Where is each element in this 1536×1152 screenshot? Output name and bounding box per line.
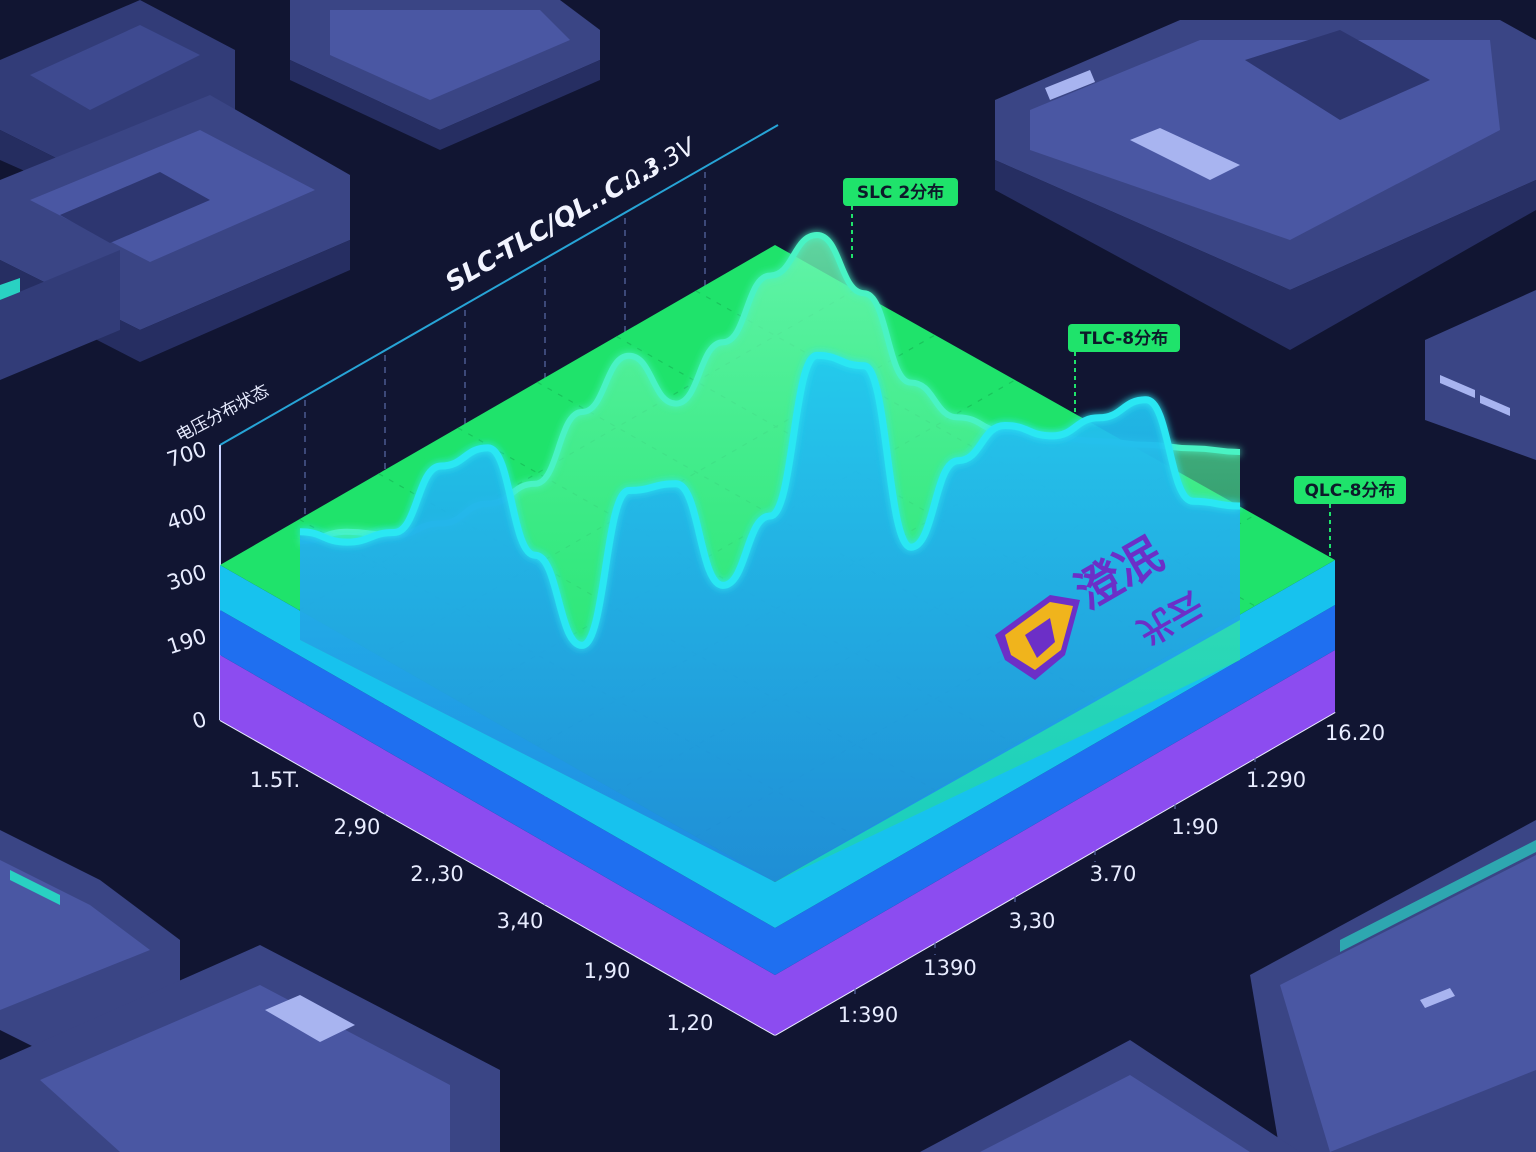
y-tick-label: 190	[164, 624, 210, 659]
x-tick-label: 1390	[923, 956, 976, 980]
series-area-group	[299, 231, 1241, 882]
x-tick-labels-left: 1.5T. 2,90 2.,30 3,40 1,90 1,20	[250, 768, 714, 1035]
annotation-box	[843, 178, 958, 206]
x-tick-label: 3,40	[497, 909, 544, 933]
annotation-box	[1068, 324, 1180, 352]
annotation-box	[1294, 476, 1406, 504]
x-tick-label: 16.20	[1325, 721, 1385, 745]
x-tick-label: 3.70	[1090, 862, 1137, 886]
series-line-tlc	[299, 351, 1241, 649]
x-tick-label: 3,30	[1009, 909, 1056, 933]
annotation-text: QLC-8分布	[1304, 480, 1395, 501]
title-guide-line	[219, 124, 779, 446]
device-left	[0, 95, 350, 380]
y-tick-label: 400	[164, 500, 210, 535]
device-right	[1425, 290, 1536, 460]
device-top-right	[995, 20, 1536, 350]
device-top-center	[290, 0, 600, 150]
x-tick-label: 1.5T.	[250, 768, 300, 792]
y-axis-title: 电压分布状态	[173, 381, 272, 447]
annotation-text: SLC 2分布	[857, 182, 944, 203]
device-bottom-left	[0, 830, 500, 1152]
y-tick-label: 300	[164, 560, 210, 595]
x-tick-label: 1.290	[1246, 768, 1306, 792]
device-bottom-right	[1250, 820, 1536, 1152]
x-tick-label: 1,20	[667, 1011, 714, 1035]
x-tick-label: 1:390	[838, 1003, 899, 1027]
y-tick-label: 0	[189, 707, 209, 734]
annotation-label: SLC 2分布	[843, 178, 958, 260]
series-annotations: SLC 2分布 TLC-8分布 QLC-8分布	[843, 178, 1406, 560]
x-tick-label: 2.,30	[410, 862, 463, 886]
x-tick-label: 1,90	[584, 959, 631, 983]
device-bottom-center	[920, 1040, 1300, 1152]
y-tick-label: 700	[164, 437, 210, 472]
chart-subtitle: 0.3.3V	[619, 131, 701, 195]
annotation-text: TLC-8分布	[1080, 328, 1168, 349]
x-tick-label: 1:90	[1171, 815, 1218, 839]
series-area-tlc	[300, 355, 1240, 882]
layer-violet	[220, 650, 1335, 1035]
annotation-label: QLC-8分布	[1294, 476, 1406, 560]
x-tick-labels-right: 16.20 1.290 1:90 3.70 3,30 1390 1:390	[838, 721, 1385, 1027]
annotation-label: TLC-8分布	[1068, 324, 1180, 415]
y-tick-labels: 700 400 300 190 0	[164, 437, 210, 734]
x-tick-label: 2,90	[334, 815, 381, 839]
